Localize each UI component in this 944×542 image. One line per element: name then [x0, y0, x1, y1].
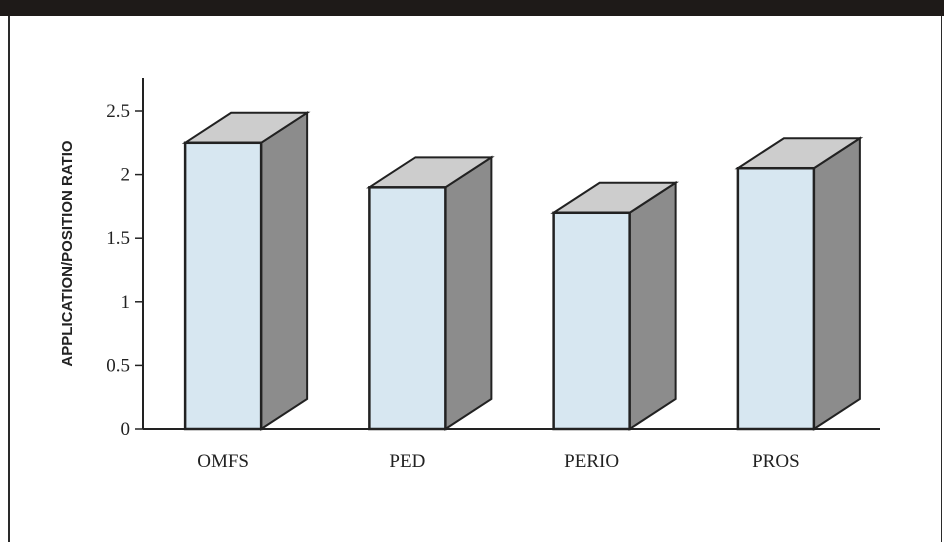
bars-group	[181, 110, 864, 431]
y-tick-label: 2	[121, 165, 131, 186]
bar-omfs	[181, 110, 311, 431]
chart-frame	[8, 16, 942, 542]
category-labels-group: OMFS PED PERIO PROS	[197, 451, 799, 472]
bar-ped	[366, 155, 495, 431]
bar-front-face	[552, 211, 631, 431]
y-tick-label: 0.5	[106, 355, 130, 376]
y-tick-label: 0	[121, 419, 131, 440]
bar-side-face	[260, 110, 309, 431]
bar-perio	[550, 180, 679, 431]
y-tick-label: 2.5	[106, 101, 130, 122]
bar-front-face	[368, 186, 447, 431]
bar-side-face	[628, 180, 677, 431]
bar-side-face	[444, 155, 493, 431]
x-category-label: PROS	[752, 451, 800, 472]
y-ticks-group: 0 0.5 1 1.5 2 2.5	[106, 101, 143, 440]
bar-front-face	[183, 141, 263, 431]
bar-side-face	[812, 136, 861, 431]
y-tick-label: 1	[121, 292, 131, 313]
x-category-label: PED	[389, 451, 425, 472]
x-category-label: OMFS	[197, 451, 249, 472]
y-axis-label: APPLICATION/POSITION RATIO	[59, 140, 76, 366]
bar-pros	[734, 136, 864, 431]
x-category-label: PERIO	[564, 451, 619, 472]
header-strip	[0, 0, 944, 16]
bar-front-face	[736, 166, 816, 431]
y-tick-label: 1.5	[106, 228, 130, 249]
